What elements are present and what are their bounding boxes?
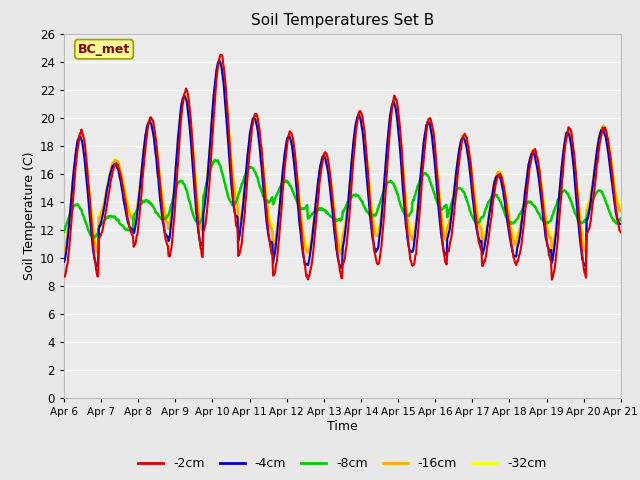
-8cm — [401, 212, 409, 218]
-8cm — [617, 216, 625, 221]
-2cm — [256, 131, 264, 137]
-8cm — [126, 227, 134, 232]
-8cm — [229, 201, 237, 207]
-2cm — [617, 229, 625, 235]
-32cm — [216, 59, 224, 65]
-2cm — [125, 224, 133, 229]
-8cm — [60, 229, 68, 235]
-4cm — [433, 180, 440, 186]
-32cm — [60, 244, 68, 250]
-8cm — [278, 181, 285, 187]
-16cm — [256, 137, 264, 143]
-4cm — [338, 265, 346, 271]
Line: -8cm: -8cm — [64, 160, 621, 238]
-32cm — [401, 187, 409, 192]
-2cm — [217, 52, 225, 58]
-4cm — [256, 148, 264, 154]
-16cm — [338, 251, 346, 257]
-32cm — [228, 164, 236, 170]
-4cm — [277, 187, 285, 192]
Title: Soil Temperatures Set B: Soil Temperatures Set B — [251, 13, 434, 28]
Text: BC_met: BC_met — [78, 43, 130, 56]
-4cm — [228, 192, 236, 198]
-4cm — [125, 224, 133, 229]
-2cm — [228, 184, 236, 190]
-32cm — [617, 204, 625, 210]
-4cm — [617, 221, 625, 227]
Line: -16cm: -16cm — [64, 62, 621, 254]
Legend: -2cm, -4cm, -8cm, -16cm, -32cm: -2cm, -4cm, -8cm, -16cm, -32cm — [133, 452, 552, 475]
Line: -4cm: -4cm — [64, 61, 621, 268]
-8cm — [91, 235, 99, 240]
Line: -2cm: -2cm — [64, 55, 621, 280]
-16cm — [217, 59, 225, 65]
-8cm — [257, 186, 264, 192]
Line: -32cm: -32cm — [64, 62, 621, 249]
-16cm — [401, 194, 409, 200]
-16cm — [277, 190, 285, 196]
-32cm — [433, 158, 440, 164]
X-axis label: Time: Time — [327, 420, 358, 433]
-2cm — [548, 277, 556, 283]
-4cm — [401, 215, 409, 220]
-2cm — [432, 154, 440, 159]
-2cm — [277, 210, 285, 216]
-2cm — [60, 273, 68, 279]
-4cm — [216, 59, 223, 64]
-8cm — [433, 197, 440, 203]
-2cm — [401, 189, 408, 194]
-32cm — [256, 133, 264, 139]
-32cm — [277, 189, 285, 195]
Y-axis label: Soil Temperature (C): Soil Temperature (C) — [23, 152, 36, 280]
-32cm — [125, 206, 133, 212]
-4cm — [60, 259, 68, 265]
-16cm — [617, 208, 625, 214]
-16cm — [60, 248, 68, 254]
-16cm — [228, 172, 236, 178]
-16cm — [433, 164, 440, 170]
-8cm — [211, 157, 219, 163]
-16cm — [125, 210, 133, 216]
-32cm — [337, 246, 345, 252]
